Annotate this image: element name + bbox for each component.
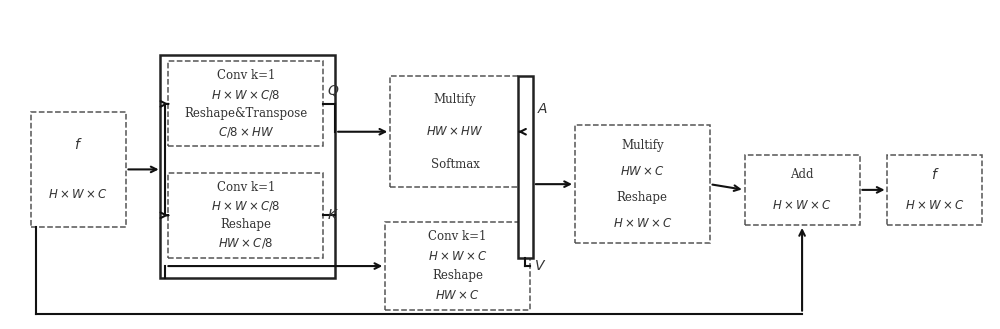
Text: $K$: $K$ [327, 208, 339, 222]
Text: Reshape: Reshape [617, 190, 668, 204]
Text: $f$: $f$ [74, 137, 82, 152]
Text: $HW\times C$: $HW\times C$ [620, 165, 665, 178]
Text: Conv k=1: Conv k=1 [428, 230, 487, 243]
Text: $H\times W\times C$: $H\times W\times C$ [772, 199, 832, 212]
Text: $Q$: $Q$ [327, 83, 340, 98]
Text: Multify: Multify [621, 139, 664, 152]
Bar [385, 222, 530, 310]
Bar [745, 155, 860, 225]
Text: $H\times W\times C$: $H\times W\times C$ [905, 199, 965, 212]
Text: $H\times W\times C$: $H\times W\times C$ [428, 250, 487, 263]
Text: $H\times W\times C/8$: $H\times W\times C/8$ [211, 199, 281, 213]
Text: $f$: $f$ [931, 167, 939, 182]
Bar [31, 112, 126, 227]
Bar [390, 76, 520, 188]
Text: $H\times W\times C/8$: $H\times W\times C/8$ [211, 88, 281, 102]
Text: Multify: Multify [434, 92, 476, 106]
Bar [160, 55, 335, 278]
Text: $H\times W\times C$: $H\times W\times C$ [613, 216, 672, 230]
Bar [575, 125, 710, 243]
Text: $H\times W\times C$: $H\times W\times C$ [48, 188, 108, 201]
Bar [518, 76, 533, 258]
Text: Conv k=1: Conv k=1 [217, 181, 275, 194]
Text: Conv k=1: Conv k=1 [217, 69, 275, 82]
Bar [887, 155, 982, 225]
Text: $V$: $V$ [534, 259, 546, 273]
Text: Softmax: Softmax [431, 158, 480, 171]
Bar [168, 61, 323, 146]
Bar [168, 173, 323, 258]
Text: Reshape&Transpose: Reshape&Transpose [184, 107, 307, 120]
Text: $C/8\times HW$: $C/8\times HW$ [218, 125, 274, 139]
Text: Reshape: Reshape [220, 218, 271, 231]
Text: Add: Add [790, 168, 814, 181]
Text: $HW\times C$: $HW\times C$ [435, 289, 480, 302]
Text: $A$: $A$ [537, 102, 548, 116]
Text: Reshape: Reshape [432, 269, 483, 282]
Text: $HW\times HW$: $HW\times HW$ [426, 125, 484, 138]
Text: $HW\times C/8$: $HW\times C/8$ [218, 237, 273, 250]
